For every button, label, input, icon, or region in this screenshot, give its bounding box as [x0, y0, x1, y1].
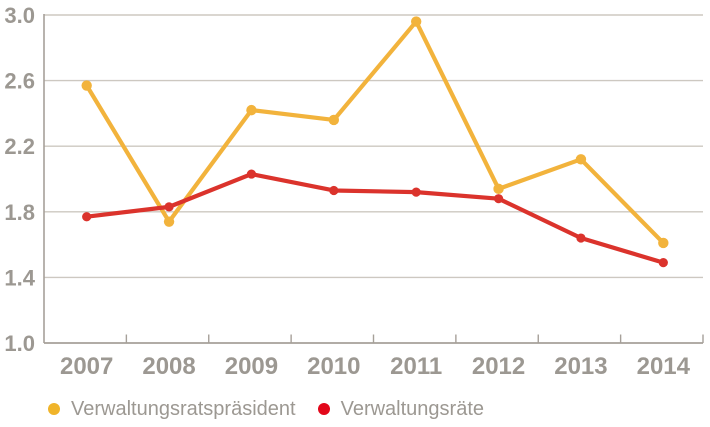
x-tick-label: 2014: [637, 353, 691, 380]
data-point: [493, 183, 504, 195]
data-point: [328, 114, 340, 126]
y-tick-label: 1.4: [4, 265, 35, 290]
legend-dot-yellow-icon: [48, 403, 60, 415]
data-point: [164, 202, 174, 212]
y-tick-label: 2.2: [4, 134, 35, 159]
data-point: [575, 154, 587, 165]
series-verwaltungsraete: [82, 169, 668, 268]
x-tick-label: 2011: [390, 353, 442, 380]
x-tick-label: 2008: [142, 353, 195, 380]
data-point: [493, 194, 504, 204]
data-point: [82, 212, 92, 222]
x-tick-label: 2013: [554, 353, 607, 380]
data-point: [81, 80, 92, 91]
data-point: [410, 16, 422, 27]
legend-label-verwaltungsraete: Verwaltungsräte: [340, 398, 484, 420]
x-tick-label: 2009: [225, 353, 278, 380]
x-tick-label: 2010: [307, 353, 360, 380]
legend-item-verwaltungsratspraesident: Verwaltungsratspräsident: [48, 396, 296, 422]
legend-label-verwaltungsratspraesident: Verwaltungsratspräsident: [71, 398, 296, 420]
y-axis-labels: 3.0 2.6 2.2 1.8 1.4 1.0: [4, 3, 35, 356]
data-point: [576, 233, 586, 243]
data-point: [658, 237, 669, 249]
x-tick-label: 2007: [60, 353, 113, 380]
series-line: [84, 171, 666, 265]
series-line: [84, 19, 666, 246]
legend-dot-red-icon: [317, 403, 330, 415]
y-tick-label: 1.0: [4, 331, 35, 356]
legend-item-verwaltungsraete: Verwaltungsräte: [317, 396, 484, 422]
y-tick-label: 3.0: [4, 3, 35, 28]
axes: [43, 14, 704, 344]
data-point: [411, 187, 421, 197]
y-tick-label: 1.8: [4, 200, 35, 225]
y-tick-label: 2.6: [4, 69, 35, 94]
data-point: [246, 104, 257, 116]
gridlines: [44, 14, 703, 279]
series-verwaltungsratspraesident: [81, 16, 669, 249]
x-tick-label: 2012: [472, 353, 525, 380]
chart-legend: Verwaltungsratspräsident Verwaltungsräte: [48, 396, 484, 422]
data-point: [658, 258, 668, 268]
data-point: [329, 185, 339, 196]
data-point: [246, 169, 257, 179]
x-axis-labels: 2007 2008 2009 2010 2011 2012 2013 2014: [60, 353, 691, 380]
data-point: [163, 216, 175, 227]
